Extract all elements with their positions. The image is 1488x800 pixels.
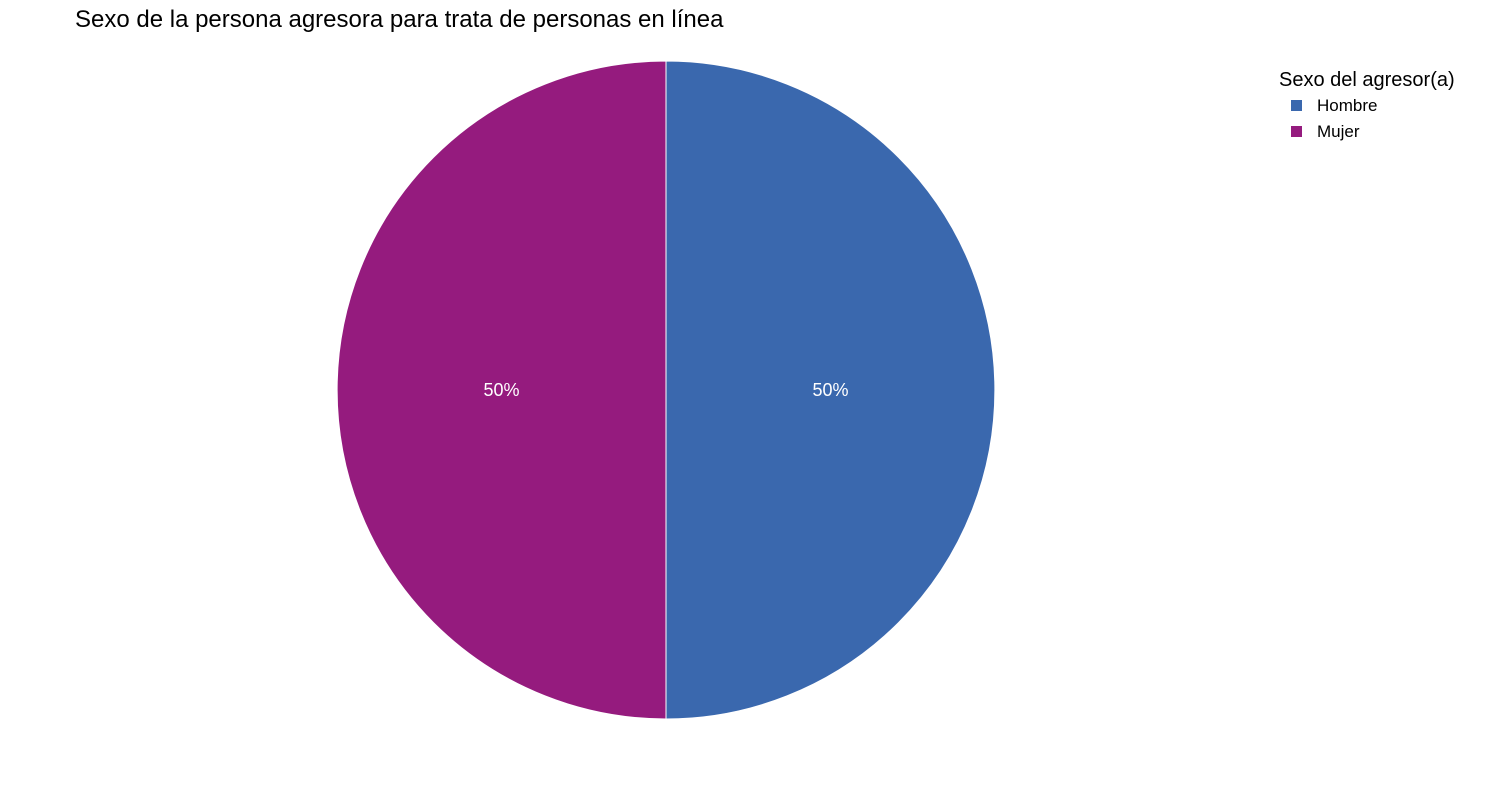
pie-slice-hombre[interactable] [665,60,996,720]
slice-label-mujer: 50% [483,380,519,400]
chart-title: Sexo de la persona agresora para trata d… [75,6,724,33]
legend-item-hombre[interactable]: Hombre [1279,96,1455,122]
legend-title: Sexo del agresor(a) [1279,69,1455,91]
pie-slice-mujer[interactable] [336,60,667,720]
legend-item-mujer[interactable]: Mujer [1279,122,1455,148]
slice-label-hombre: 50% [812,380,848,400]
legend: Sexo del agresor(a) Hombre Mujer [1279,69,1455,148]
legend-swatch-mujer [1291,126,1302,137]
legend-label-hombre: Hombre [1317,96,1378,115]
legend-label-mujer: Mujer [1317,122,1360,141]
legend-swatch-hombre [1291,100,1302,111]
